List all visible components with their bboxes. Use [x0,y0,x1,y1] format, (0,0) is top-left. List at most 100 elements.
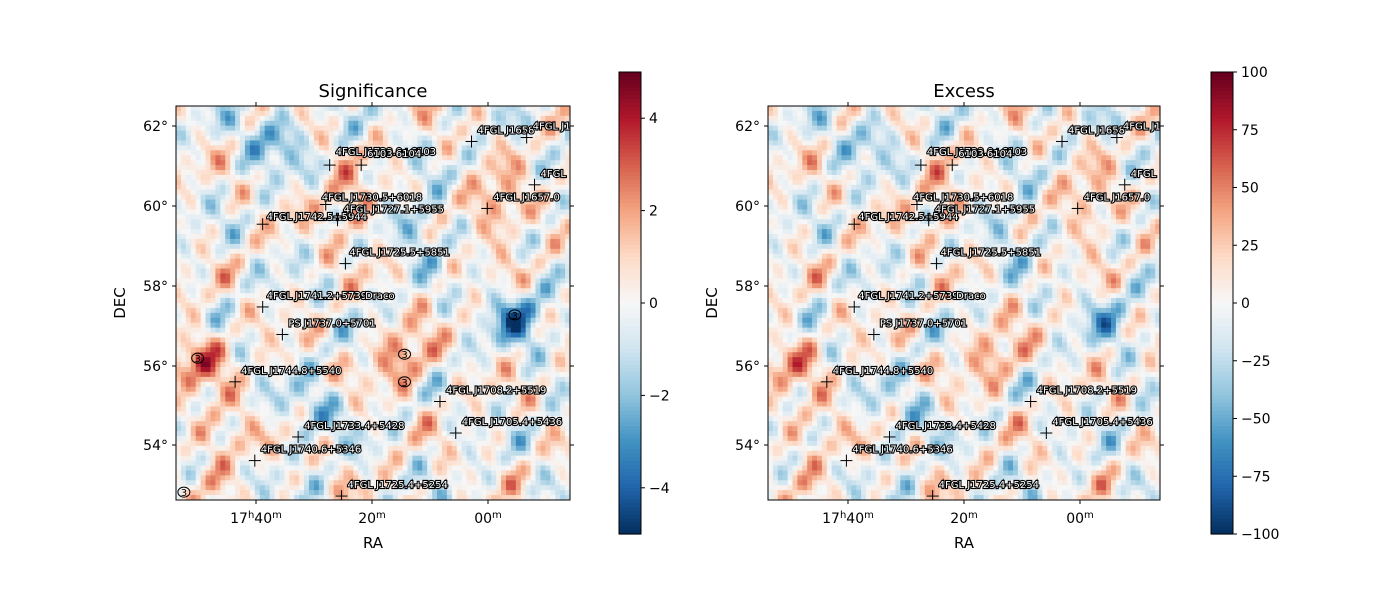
heatmap-cell [210,357,216,363]
heatmap-cell [230,238,236,245]
heatmap-cell [254,238,261,245]
heatmap-cell [343,209,349,215]
heatmap-cell [422,352,428,358]
heatmap-cell [240,317,246,324]
heatmap-cell [235,391,241,398]
heatmap-cell [279,248,285,255]
heatmap-cell [358,376,364,383]
heatmap-cell [230,347,236,353]
heatmap-cell [402,145,409,151]
heatmap-cell [289,130,295,137]
heatmap-cell [358,224,364,230]
heatmap-cell [289,179,295,186]
heatmap-cell [515,278,522,284]
heatmap-cell [333,317,340,324]
heatmap-cell [308,160,315,166]
heatmap-cell [555,248,561,255]
heatmap-cell [402,391,409,398]
heatmap-cell [545,140,551,146]
heatmap-cell [392,130,399,137]
heatmap-cell [446,367,453,373]
heatmap-cell [308,406,315,412]
heatmap-cell [240,342,246,348]
heatmap-cell [264,268,271,275]
heatmap-cell [441,224,448,230]
heatmap-cell [338,342,345,348]
heatmap-cell [220,238,226,245]
heatmap-cell [560,179,566,186]
heatmap-cell [294,283,300,289]
heatmap-cell [264,199,271,206]
heatmap-cell [294,184,300,191]
heatmap-cell [318,303,325,309]
heatmap-cell [200,411,207,417]
heatmap-cell [249,411,256,417]
heatmap-cell [432,288,438,294]
heatmap-cell [274,337,281,343]
heatmap-cell [264,219,271,225]
heatmap-cell [264,342,271,348]
heatmap-cell [363,273,369,279]
heatmap-cell [343,307,349,314]
heatmap-cell [279,140,285,146]
heatmap-cell [240,322,246,329]
heatmap-cell [466,347,473,353]
heatmap-cell [525,347,532,353]
heatmap-cell [304,371,310,378]
heatmap-cell [535,406,542,412]
heatmap-cell [387,401,394,408]
heatmap-cell [269,238,276,245]
heatmap-cell [451,174,458,181]
heatmap-cell [422,406,428,412]
heatmap-cell [476,352,482,358]
heatmap-cell [520,401,527,408]
heatmap-cell [180,115,187,122]
heatmap-cell [368,376,374,383]
heatmap-cell [318,150,325,156]
heatmap-cell [456,347,463,353]
heatmap-cell [358,209,364,215]
heatmap-cell [397,401,404,408]
heatmap-cell [353,337,359,343]
heatmap-cell [382,234,389,240]
heatmap-cell [422,199,428,206]
heatmap-cell [382,342,389,348]
heatmap-cell [451,258,458,265]
heatmap-cell [353,204,359,211]
heatmap-cell [510,396,517,403]
heatmap-cell [520,396,527,403]
heatmap-cell [373,184,379,191]
heatmap-cell [540,263,546,270]
heatmap-cell [328,110,335,117]
heatmap-cell [235,243,241,250]
heatmap-cell [289,322,295,329]
heatmap-cell [220,165,226,171]
heatmap-cell [545,120,551,127]
heatmap-cell [456,381,463,388]
heatmap-cell [555,303,561,309]
heatmap-cell [318,140,325,146]
heatmap-cell [180,268,187,275]
heatmap-cell [417,214,423,220]
heatmap-cell [180,386,187,393]
heatmap-cell [505,189,512,196]
heatmap-cell [437,115,443,122]
heatmap-cell [471,312,478,319]
heatmap-cell [412,347,418,353]
heatmap-cell [210,386,216,393]
heatmap-cell [343,184,349,191]
heatmap-cell [318,337,325,343]
heatmap-cell [308,293,315,299]
heatmap-cell [397,396,404,403]
heatmap-cell [259,125,266,132]
heatmap-cell [308,253,315,260]
heatmap-cell [299,357,305,363]
heatmap-cell [402,120,409,127]
heatmap-cell [417,386,423,393]
heatmap-cell [535,263,542,270]
heatmap-cell [437,406,443,412]
heatmap-cell [205,391,212,398]
heatmap-cell [358,120,364,127]
heatmap-cell [540,248,546,255]
heatmap-cell [249,209,256,215]
